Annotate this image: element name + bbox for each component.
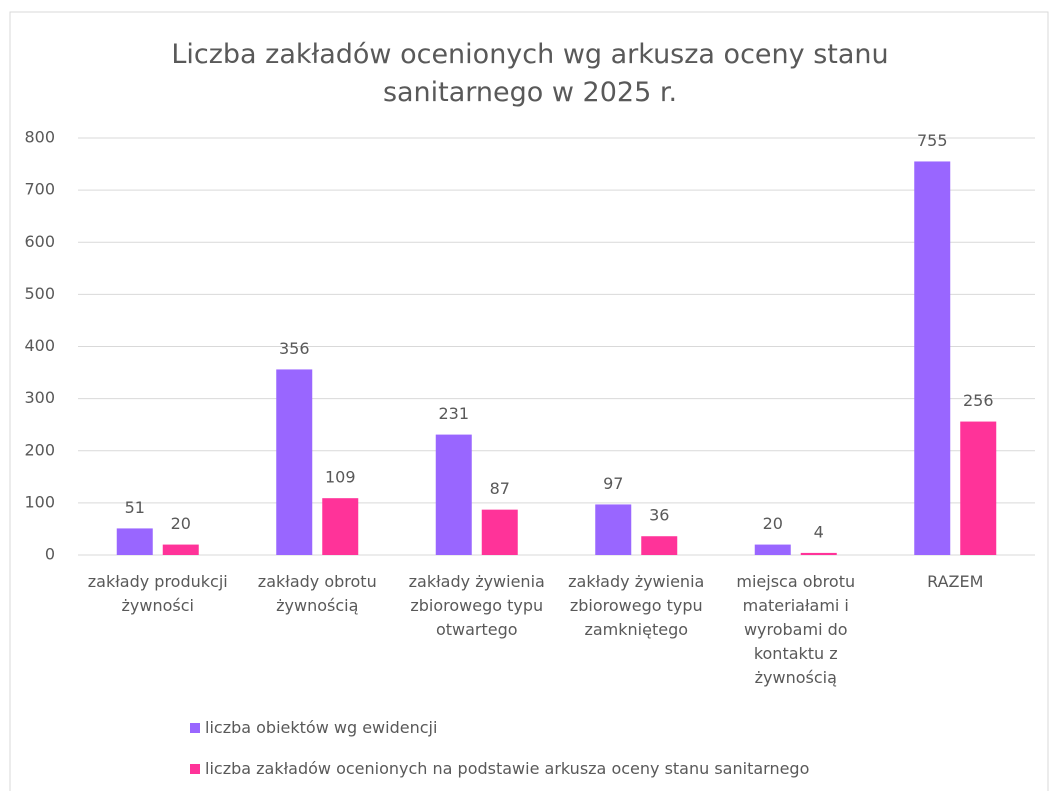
legend-swatch [190,722,200,733]
y-tick-label: 0 [45,545,55,564]
data-label: 4 [814,522,824,541]
legend-label: liczba obiektów wg ewidencji [205,718,438,737]
legend-swatch [190,763,200,774]
bar [754,544,791,555]
x-tick-label: RAZEM [927,572,984,591]
data-label: 87 [490,479,510,498]
x-tick-label: miejsca obrotu materiałami i wyrobami do… [736,572,856,687]
bar [960,421,997,555]
data-label: 20 [171,514,191,533]
y-tick-label: 700 [24,180,55,199]
bar [641,536,678,555]
bar [435,434,472,555]
legend-label: liczba zakładów ocenionych na podstawie … [205,759,810,778]
y-tick-label: 300 [24,388,55,407]
x-tick-label: zakłady obrotu żywnością [257,572,377,615]
x-tick-label: zakłady produkcji żywności [87,572,228,615]
bar [116,528,153,555]
legend-item: liczba obiektów wg ewidencji [190,718,437,737]
bar [162,544,199,555]
legend-item: liczba zakładów ocenionych na podstawie … [190,759,809,778]
y-tick-label: 100 [24,492,55,511]
data-label: 51 [125,498,145,517]
bar [276,369,313,555]
data-label: 356 [279,339,310,358]
chart-border [9,11,1049,791]
bar [914,161,951,556]
bar [800,552,837,555]
chart-title: Liczba zakładów ocenionych wg arkusza oc… [171,39,889,108]
data-label: 97 [603,474,623,493]
y-tick-label: 200 [24,440,55,459]
bar [481,509,518,555]
bar [322,498,359,555]
y-tick-label: 500 [24,284,55,303]
y-tick-label: 600 [24,232,55,251]
data-label: 256 [963,391,994,410]
bar [595,504,632,555]
data-label: 231 [438,404,469,423]
data-label: 36 [649,506,669,525]
data-label: 20 [763,514,783,533]
x-tick-label: zakłady żywienia zbiorowego typu zamknię… [568,572,705,639]
data-label: 109 [325,468,356,487]
y-tick-label: 400 [24,336,55,355]
x-tick-label: zakłady żywienia zbiorowego typu otwarte… [408,572,545,639]
y-tick-label: 800 [24,128,55,147]
data-label: 755 [917,131,948,150]
